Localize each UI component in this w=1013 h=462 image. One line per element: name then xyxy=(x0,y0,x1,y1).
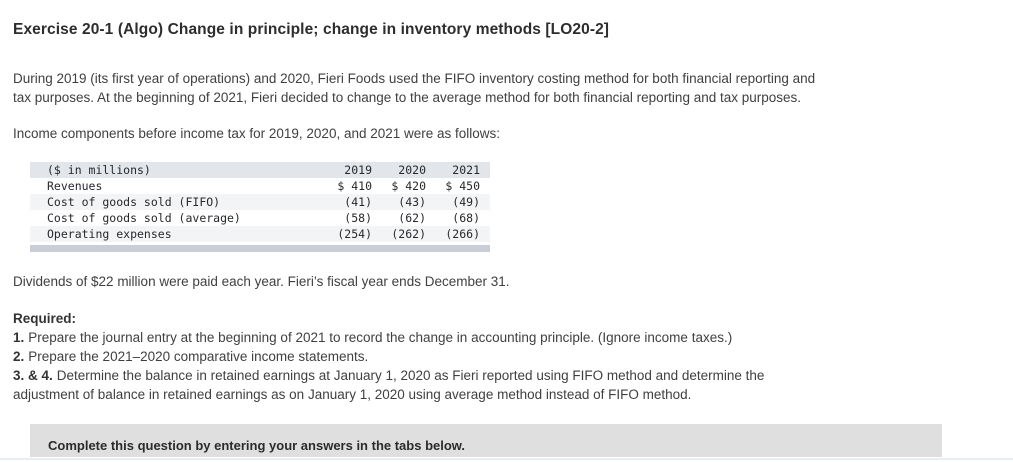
required-label: Required: xyxy=(13,311,77,326)
table-row-cogs-average: Cost of goods sold (average) (58) (62) (… xyxy=(30,210,490,226)
intro-line-2: tax purposes. At the beginning of 2021, … xyxy=(13,90,802,105)
table-row-revenues: Revenues $ 410 $ 420 $ 450 xyxy=(30,178,490,194)
table-header-year-2020: 2020 xyxy=(398,163,426,177)
income-components-intro: Income components before income tax for … xyxy=(13,126,501,141)
requirement-3-4-continued: adjustment of balance in retained earnin… xyxy=(13,385,764,404)
cell-value: (58) xyxy=(344,211,372,225)
requirement-2: 2. Prepare the 2021–2020 comparative inco… xyxy=(13,347,764,366)
row-label: Revenues xyxy=(47,179,103,193)
table-header-label: ($ in millions) xyxy=(47,163,151,177)
cell-value: (49) xyxy=(452,195,480,209)
table-header-row: ($ in millions) 2019 2020 2021 xyxy=(30,162,490,178)
row-label: Cost of goods sold (average) xyxy=(47,211,241,225)
cell-value: $ 420 xyxy=(391,179,426,193)
cell-value: $ 450 xyxy=(445,179,480,193)
table-header-year-2019: 2019 xyxy=(344,163,372,177)
requirement-1: 1. Prepare the journal entry at the begin… xyxy=(13,328,764,347)
cell-value: (41) xyxy=(344,195,372,209)
instruction-banner: Complete this question by entering your … xyxy=(30,424,942,457)
requirement-3-4-number: 3. & 4. xyxy=(13,368,53,383)
table-row-operating-expenses: Operating expenses (254) (262) (266) xyxy=(30,226,490,242)
intro-line-1: During 2019 (its first year of operation… xyxy=(13,71,816,86)
requirement-2-text: Prepare the 2021–2020 comparative income… xyxy=(28,349,369,364)
instruction-banner-text: Complete this question by entering your … xyxy=(48,438,466,453)
cell-value: (254) xyxy=(337,227,372,241)
cell-value: (62) xyxy=(398,211,426,225)
cell-value: (266) xyxy=(445,227,480,241)
page-title: Exercise 20-1 (Algo) Change in principle… xyxy=(13,21,610,38)
dividends-paragraph: Dividends of $22 million were paid each … xyxy=(13,274,510,289)
table-row-cogs-fifo: Cost of goods sold (FIFO) (41) (43) (49) xyxy=(30,194,490,210)
requirement-1-text: Prepare the journal entry at the beginni… xyxy=(28,330,733,345)
table-header-year-2021: 2021 xyxy=(452,163,480,177)
tab-strip-divider xyxy=(0,458,1013,460)
requirement-3-4: 3. & 4. Determine the balance in retained… xyxy=(13,366,764,385)
row-label: Cost of goods sold (FIFO) xyxy=(47,195,221,209)
cell-value: (68) xyxy=(452,211,480,225)
intro-paragraph: During 2019 (its first year of operation… xyxy=(13,69,815,107)
table-bottom-bar xyxy=(30,245,490,252)
income-components-table: ($ in millions) 2019 2020 2021 Revenues … xyxy=(30,162,490,242)
requirement-3-4-text: Determine the balance in retained earnin… xyxy=(56,368,765,383)
row-label: Operating expenses xyxy=(47,227,172,241)
required-section: Required: 1. Prepare the journal entry at… xyxy=(13,309,764,404)
requirement-2-number: 2. xyxy=(13,349,25,364)
requirement-3-4-text-line2: adjustment of balance in retained earnin… xyxy=(13,387,692,402)
requirement-1-number: 1. xyxy=(13,330,25,345)
cell-value: (43) xyxy=(398,195,426,209)
cell-value: $ 410 xyxy=(337,179,372,193)
cell-value: (262) xyxy=(391,227,426,241)
